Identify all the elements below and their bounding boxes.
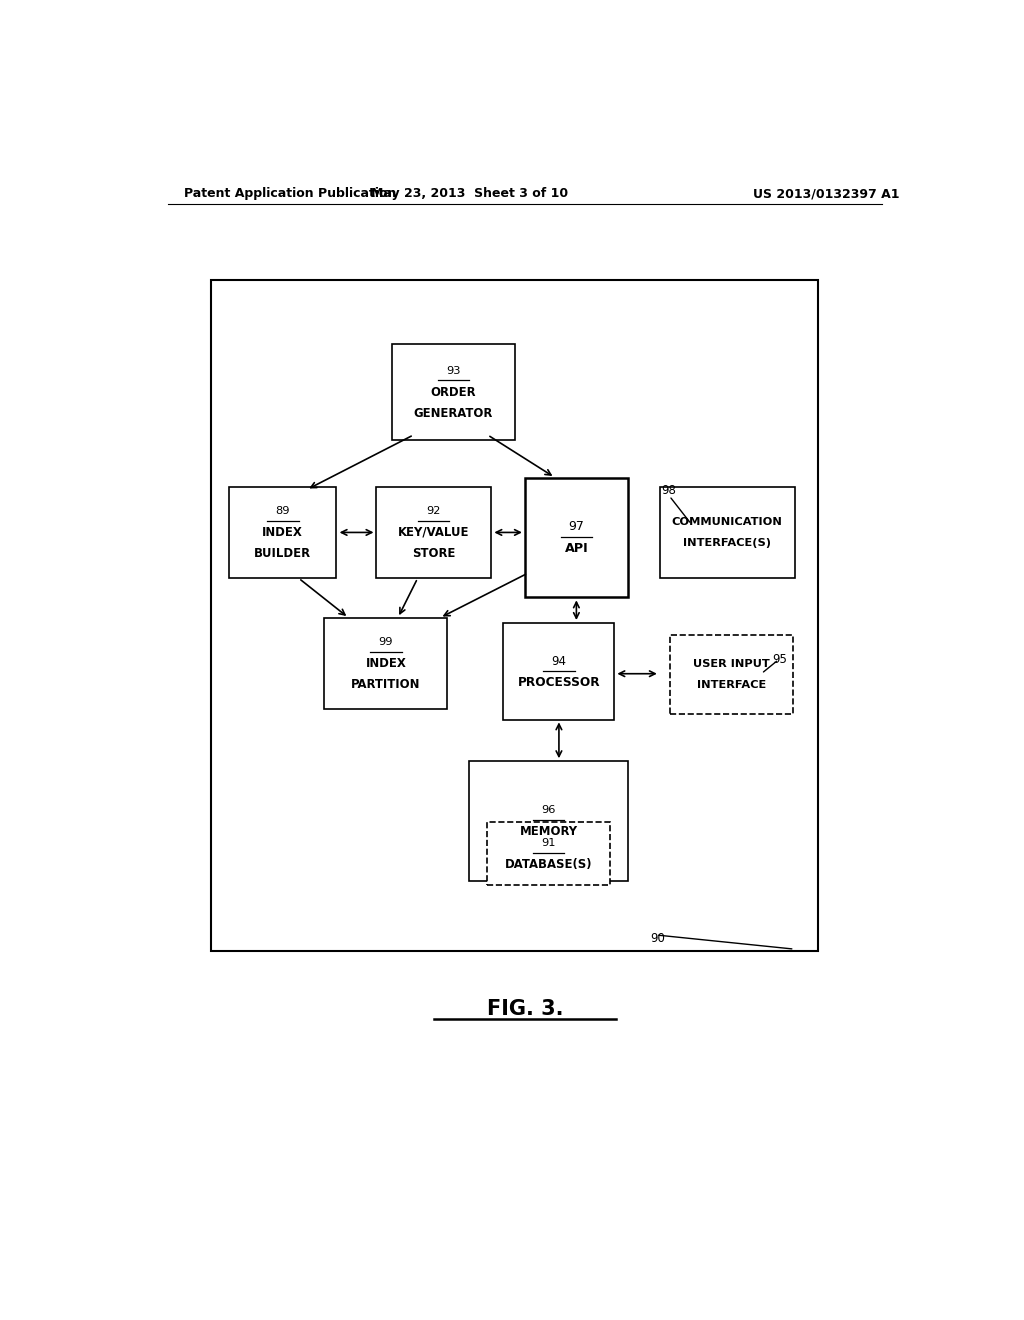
Text: INDEX: INDEX	[366, 657, 407, 671]
Text: 94: 94	[552, 655, 566, 668]
Bar	[504, 623, 614, 719]
Bar	[229, 487, 336, 578]
Text: INTERFACE(S): INTERFACE(S)	[683, 539, 771, 548]
Bar	[211, 280, 818, 952]
Text: 97: 97	[568, 520, 585, 533]
Text: FIG. 3.: FIG. 3.	[486, 999, 563, 1019]
Text: 96: 96	[542, 805, 556, 816]
Text: BUILDER: BUILDER	[254, 548, 311, 560]
Text: 90: 90	[650, 932, 665, 945]
Text: COMMUNICATION: COMMUNICATION	[672, 516, 782, 527]
Text: PARTITION: PARTITION	[351, 678, 421, 692]
Text: DATABASE(S): DATABASE(S)	[505, 858, 592, 871]
Text: MEMORY: MEMORY	[519, 825, 578, 838]
Bar	[325, 618, 447, 709]
Bar	[670, 635, 793, 714]
Text: KEY/VALUE: KEY/VALUE	[397, 525, 469, 539]
Bar	[392, 345, 515, 441]
Text: INDEX: INDEX	[262, 525, 303, 539]
Text: 89: 89	[275, 506, 290, 516]
Text: May 23, 2013  Sheet 3 of 10: May 23, 2013 Sheet 3 of 10	[371, 187, 568, 201]
Text: USER INPUT: USER INPUT	[693, 659, 769, 669]
Text: Patent Application Publication: Patent Application Publication	[183, 187, 396, 201]
Bar	[469, 762, 628, 880]
Text: PROCESSOR: PROCESSOR	[517, 676, 600, 689]
Text: 92: 92	[426, 506, 440, 516]
Text: 95: 95	[772, 653, 787, 667]
Text: 98: 98	[662, 484, 676, 498]
Text: 91: 91	[542, 838, 556, 847]
Text: ORDER: ORDER	[431, 385, 476, 399]
Text: STORE: STORE	[412, 548, 456, 560]
Bar	[376, 487, 492, 578]
Text: US 2013/0132397 A1: US 2013/0132397 A1	[753, 187, 900, 201]
Text: API: API	[564, 541, 588, 554]
Bar	[524, 478, 628, 598]
Bar	[659, 487, 795, 578]
Text: 99: 99	[379, 638, 393, 647]
Text: GENERATOR: GENERATOR	[414, 407, 493, 420]
Text: 93: 93	[446, 366, 461, 376]
Bar	[487, 822, 610, 886]
Text: INTERFACE: INTERFACE	[696, 680, 766, 690]
